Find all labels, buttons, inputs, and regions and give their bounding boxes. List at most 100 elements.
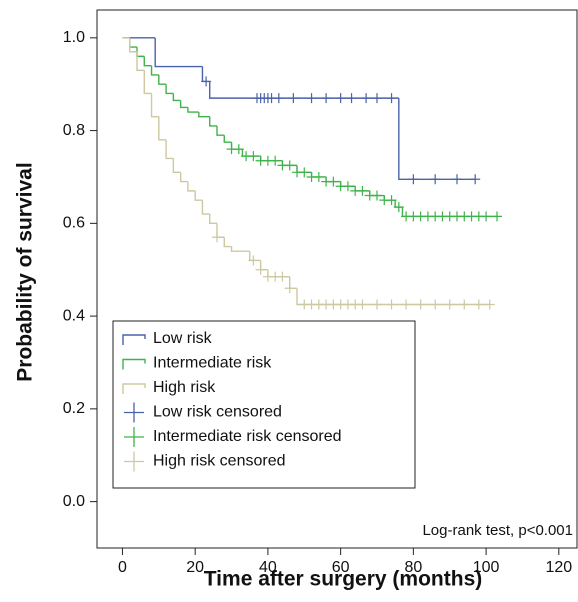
x-tick-label: 60 [332, 559, 350, 576]
censor-mark [255, 264, 266, 275]
censor-mark [492, 211, 502, 222]
censor-mark [357, 299, 368, 310]
survival-step [136, 47, 145, 58]
censor-mark [393, 202, 404, 213]
censor-mark [481, 211, 492, 222]
legend-label: High risk [153, 379, 216, 396]
x-tick-label: 20 [186, 559, 204, 576]
survival-step [158, 74, 167, 85]
censor-mark [346, 93, 357, 104]
censor-mark [284, 160, 295, 171]
legend-label: High risk censored [153, 453, 286, 470]
survival-step [150, 93, 159, 118]
legend-symbol [122, 358, 146, 370]
survival-step [259, 156, 283, 162]
x-tick-label: 100 [473, 559, 500, 576]
survival-step [398, 98, 476, 180]
y-tick-label: 0.4 [63, 307, 85, 324]
censor-mark [335, 93, 346, 104]
survival-step [209, 81, 399, 99]
legend: Low risk Intermediate risk High risk Low ri… [112, 320, 416, 489]
censor-mark [313, 171, 324, 182]
censor-mark [430, 299, 441, 310]
censor-mark [201, 76, 212, 87]
survival-step [179, 172, 188, 183]
censor-mark [408, 174, 419, 185]
censor-mark [386, 195, 397, 206]
legend-box [112, 320, 416, 489]
legend-label: Low risk censored [153, 404, 282, 421]
censor-mark [357, 185, 368, 196]
survival-step [154, 37, 203, 68]
survival-step [143, 70, 152, 95]
survival-step [383, 195, 396, 201]
censor-mark [270, 155, 281, 166]
censor-mark [328, 176, 339, 187]
survival-step [209, 116, 217, 127]
survival-step [267, 269, 290, 278]
censor-mark [470, 174, 481, 185]
censor-mark [401, 299, 412, 310]
plot-frame [96, 9, 578, 549]
y-tick-label: 0.8 [63, 122, 85, 139]
y-tick-label: 0.2 [63, 400, 85, 417]
survival-step [230, 246, 250, 252]
censor-mark [372, 299, 382, 310]
survival-step [187, 181, 196, 192]
survival-step [198, 112, 210, 118]
survival-step [194, 190, 203, 201]
survival-step [179, 100, 188, 109]
censor-mark [430, 174, 441, 185]
x-tick-label: 40 [259, 559, 277, 576]
legend-label: Intermediate risk censored [153, 428, 342, 445]
x-tick-label: 120 [545, 559, 572, 576]
legend-symbol [122, 334, 146, 345]
censor-mark [277, 271, 288, 282]
survival-step [165, 84, 174, 95]
censor-mark [361, 93, 372, 104]
censor-mark [484, 299, 495, 310]
x-tick-label: 80 [404, 559, 422, 576]
censor-mark [248, 255, 259, 266]
survival-step [201, 200, 210, 215]
survival-step [165, 139, 174, 160]
survival-step [216, 125, 225, 136]
censor-mark [233, 144, 244, 155]
censor-mark [212, 232, 222, 243]
censor-mark [444, 299, 455, 310]
legend-label: Low risk [153, 330, 213, 347]
censor-mark [459, 299, 470, 310]
survival-step [172, 93, 181, 102]
survival-step [230, 142, 243, 150]
annotation: Log-rank test, p<0.001 [422, 522, 573, 539]
censor-mark [321, 93, 332, 104]
legend-symbol [124, 451, 144, 472]
censor-mark [273, 93, 284, 104]
censor-mark [386, 93, 397, 104]
censor-mark [299, 167, 310, 178]
legend-symbol [124, 402, 144, 423]
y-axis-title: Probability of survival [14, 162, 37, 381]
survival-step [129, 37, 137, 48]
censor-mark [372, 190, 382, 201]
legend-symbol [124, 427, 144, 447]
survival-step [241, 149, 261, 157]
survival-step [223, 237, 232, 248]
survival-step [187, 107, 199, 113]
survival-step [143, 56, 152, 67]
survival-step [223, 135, 232, 143]
survival-step [259, 260, 268, 271]
legend-label: Intermediate risk [153, 355, 272, 372]
survival-step [150, 65, 159, 76]
survival-step [216, 223, 225, 238]
survival-step [249, 251, 261, 262]
censor-mark [386, 299, 397, 310]
censor-mark [248, 151, 259, 162]
survival-step [136, 51, 145, 71]
y-tick-label: 0.0 [63, 493, 85, 510]
x-tick-label: 0 [118, 559, 127, 576]
censor-mark [284, 283, 295, 294]
survival-step [158, 116, 167, 141]
